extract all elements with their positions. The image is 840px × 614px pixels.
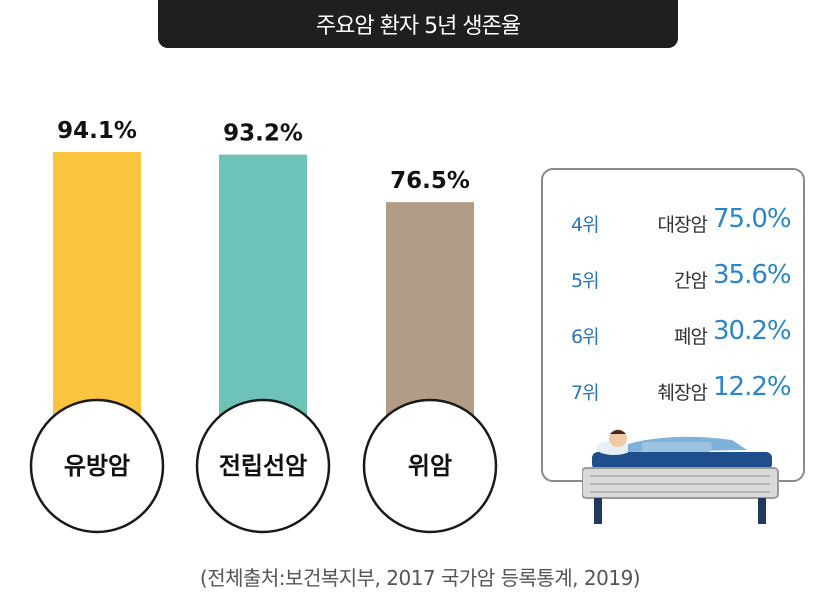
bar-value-label: 76.5% bbox=[390, 168, 470, 194]
hospital-bed-patient-icon bbox=[582, 429, 779, 524]
ranking-panel: 4위 대장암 75.0% 5위 간암 35.6% 6위 폐암 30.2% 7위 … bbox=[541, 168, 805, 482]
category-circle bbox=[195, 398, 331, 534]
source-note: (전체출처:보건복지부, 2017 국가암 등록통계, 2019) bbox=[199, 566, 641, 590]
ranking-row: 5위 간암 35.6% bbox=[543, 258, 807, 298]
chart-title: 주요암 환자 5년 생존율 bbox=[158, 0, 678, 48]
rank-survival-value: 75.0% bbox=[713, 204, 792, 234]
rank-survival-value: 35.6% bbox=[713, 260, 792, 290]
bar bbox=[219, 154, 307, 420]
rank-survival-value: 12.2% bbox=[713, 372, 792, 402]
category-circle bbox=[362, 398, 498, 534]
bar-value-label: 94.1% bbox=[57, 118, 137, 144]
rank-cancer-name: 췌장암 bbox=[657, 382, 708, 404]
category-label: 유방암 bbox=[64, 452, 130, 480]
category-circle bbox=[29, 398, 165, 534]
bar bbox=[386, 202, 474, 420]
rank-number: 4위 bbox=[571, 214, 600, 236]
bar bbox=[53, 152, 141, 420]
category-label: 전립선암 bbox=[219, 452, 307, 480]
rank-cancer-name: 대장암 bbox=[657, 214, 708, 236]
ranking-row: 6위 폐암 30.2% bbox=[543, 314, 807, 354]
rank-cancer-name: 간암 bbox=[674, 270, 708, 292]
bar-value-label: 93.2% bbox=[223, 121, 303, 147]
ranking-row: 4위 대장암 75.0% bbox=[543, 202, 807, 242]
rank-number: 6위 bbox=[571, 326, 600, 348]
rank-number: 5위 bbox=[571, 270, 600, 292]
rank-survival-value: 30.2% bbox=[713, 316, 792, 346]
rank-number: 7위 bbox=[571, 382, 600, 404]
rank-cancer-name: 폐암 bbox=[674, 326, 708, 348]
ranking-row: 7위 췌장암 12.2% bbox=[543, 370, 807, 410]
category-label: 위암 bbox=[408, 452, 452, 480]
